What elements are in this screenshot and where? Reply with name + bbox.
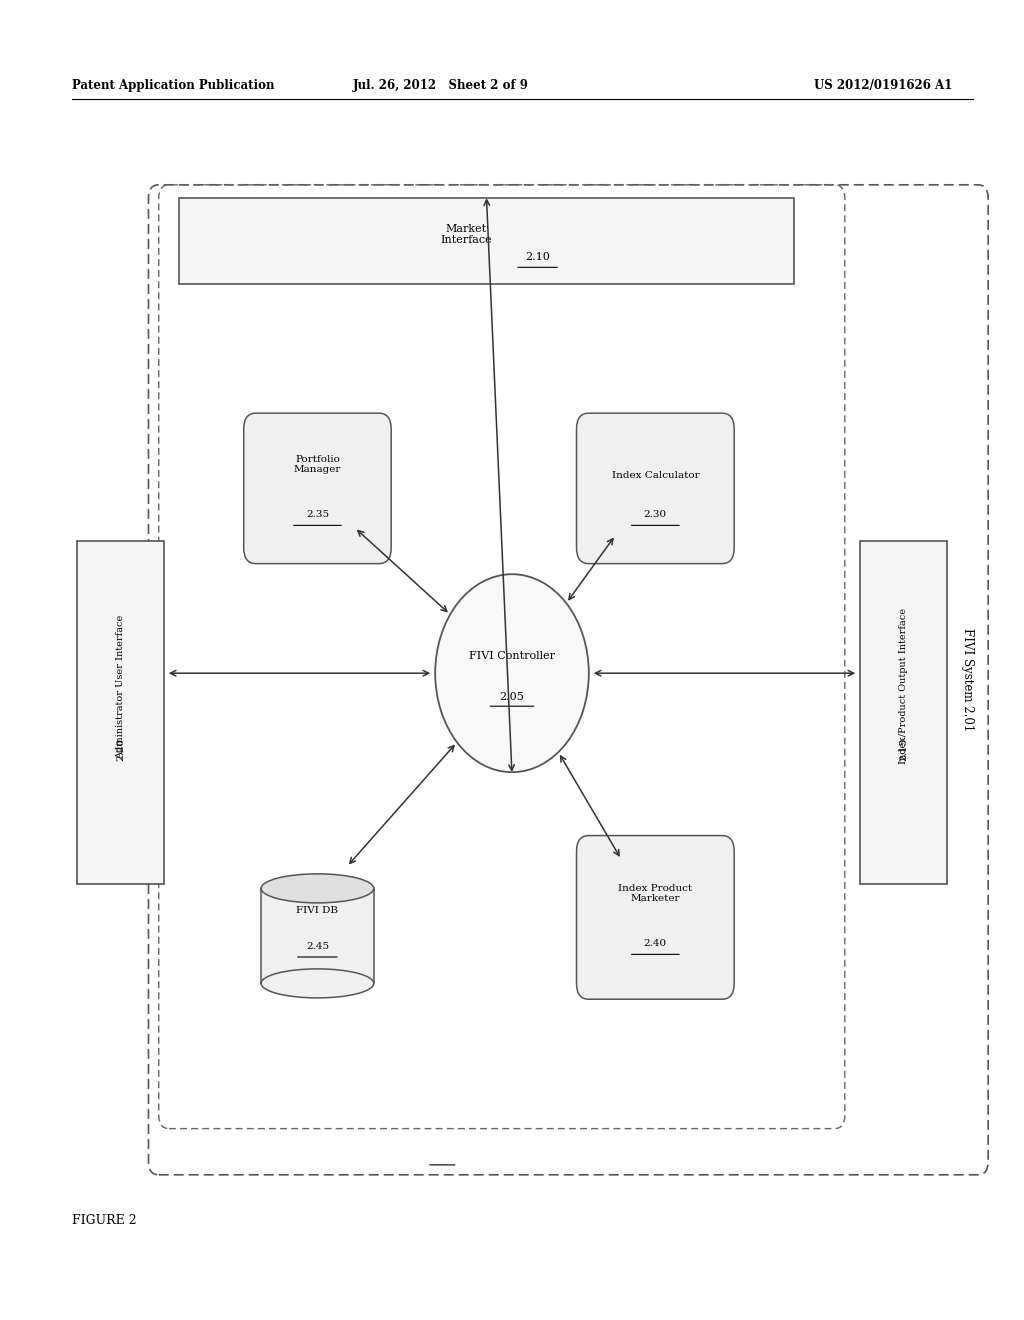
FancyBboxPatch shape bbox=[244, 413, 391, 564]
Text: Jul. 26, 2012   Sheet 2 of 9: Jul. 26, 2012 Sheet 2 of 9 bbox=[352, 79, 528, 92]
Text: Index Calculator: Index Calculator bbox=[611, 471, 699, 479]
FancyBboxPatch shape bbox=[577, 413, 734, 564]
Text: Administrator User Interface: Administrator User Interface bbox=[116, 614, 125, 759]
FancyBboxPatch shape bbox=[860, 541, 947, 884]
FancyBboxPatch shape bbox=[77, 541, 164, 884]
Circle shape bbox=[435, 574, 589, 772]
FancyBboxPatch shape bbox=[261, 888, 374, 983]
Text: FIGURE 2: FIGURE 2 bbox=[72, 1214, 136, 1228]
Text: FIVI System 2.01: FIVI System 2.01 bbox=[962, 628, 974, 731]
Ellipse shape bbox=[261, 969, 374, 998]
Text: Patent Application Publication: Patent Application Publication bbox=[72, 79, 274, 92]
Text: FIVI Controller: FIVI Controller bbox=[469, 651, 555, 661]
Text: 2.45: 2.45 bbox=[306, 942, 329, 950]
Text: FIVI DB: FIVI DB bbox=[296, 907, 339, 915]
Text: 2.35: 2.35 bbox=[306, 511, 329, 519]
Text: 2.15: 2.15 bbox=[899, 738, 908, 762]
FancyBboxPatch shape bbox=[179, 198, 794, 284]
FancyBboxPatch shape bbox=[577, 836, 734, 999]
Text: 2.30: 2.30 bbox=[644, 511, 667, 519]
Text: 2.10: 2.10 bbox=[525, 252, 550, 261]
Text: US 2012/0191626 A1: US 2012/0191626 A1 bbox=[814, 79, 952, 92]
Ellipse shape bbox=[261, 874, 374, 903]
Text: Portfolio
Manager: Portfolio Manager bbox=[294, 455, 341, 474]
Text: Index/Product Output Interface: Index/Product Output Interface bbox=[899, 609, 908, 764]
Text: 2.20: 2.20 bbox=[116, 738, 125, 762]
Text: 2.40: 2.40 bbox=[644, 940, 667, 948]
Text: 2.05: 2.05 bbox=[500, 692, 524, 702]
Text: Market
Interface: Market Interface bbox=[440, 223, 492, 246]
Text: Index Product
Marketer: Index Product Marketer bbox=[618, 884, 692, 903]
